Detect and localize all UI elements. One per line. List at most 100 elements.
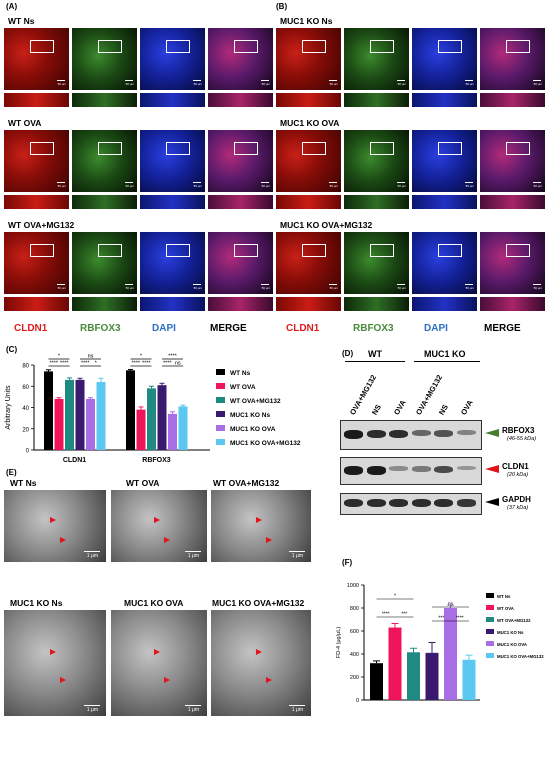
if-zoom-strip-muc1-ko-ova-merge — [480, 195, 545, 209]
c-legend-label-muc1-ko-ns: MUC1 KO Ns — [230, 412, 270, 419]
em-image-muc1-ko-ns: 1 μm — [4, 610, 106, 716]
blot-arrow-cldn1 — [485, 465, 499, 473]
em-group-title-wt-ova-mg132: WT OVA+MG132 — [213, 478, 280, 488]
blot-band-kda-gapdh: (37 kDa) — [507, 505, 529, 511]
c-legend-swatch-wt-ns — [216, 369, 225, 375]
if-image-muc1-ko-ova-mg132-rbfox3: 50 μm — [344, 232, 409, 294]
scale-bar — [329, 182, 337, 183]
zoom-region-box — [98, 142, 122, 155]
if-zoom-strip-muc1-ko-ova-dapi — [412, 195, 477, 209]
zoom-region-box — [98, 244, 122, 257]
c-category-label: CLDN1 — [63, 457, 86, 464]
channel-label-rbfox3-right: RBFOX3 — [353, 323, 394, 334]
c-significance-label: **** — [168, 354, 177, 360]
f-significance-label: *** — [401, 612, 407, 618]
scale-bar-label: 50 μm — [261, 82, 270, 86]
f-legend-swatch-wt-ova-mg132 — [486, 617, 494, 622]
em-red-arrow — [266, 536, 272, 543]
c-significance-label: **** — [142, 361, 151, 367]
c-y-axis-label: Arbitrary Units — [5, 385, 12, 430]
c-legend-swatch-muc1-ko-ova — [216, 425, 225, 431]
blot-band — [456, 499, 476, 507]
scale-bar-label: 50 μm — [125, 82, 134, 86]
blot-lane-label-3: OVA — [392, 398, 408, 417]
scale-bar-label: 50 μm — [329, 184, 338, 188]
em-image-muc1-ko-ova-mg132: 1 μm — [211, 610, 311, 716]
if-zoom-strip-muc1-ko-ova-mg132-dapi — [412, 297, 477, 311]
if-zoom-strip-wt-ns-rbfox3 — [72, 93, 137, 107]
scale-bar — [465, 80, 473, 81]
f-y-tick-label: 0 — [356, 698, 359, 704]
scale-bar — [125, 182, 133, 183]
f-y-tick-label: 1000 — [347, 583, 359, 589]
scale-bar — [261, 182, 269, 183]
f-y-tick-label: 600 — [350, 629, 359, 635]
if-image-wt-ns-dapi: 50 μm — [140, 28, 205, 90]
scale-bar-label: 50 μm — [193, 286, 202, 290]
scale-bar — [261, 284, 269, 285]
blot-lane-label-6: OVA — [459, 398, 475, 417]
em-scale-label: 1 μm — [86, 707, 98, 713]
blot-band — [344, 499, 363, 508]
f-legend-swatch-muc1-ko-ns — [486, 629, 494, 634]
f-y-tick-label: 800 — [350, 606, 359, 612]
if-zoom-strip-wt-ova-merge — [208, 195, 273, 209]
channel-label-cldn1-right: CLDN1 — [286, 323, 320, 334]
f-legend-swatch-wt-ova — [486, 605, 494, 610]
scale-bar-label: 50 μm — [465, 286, 474, 290]
zoom-region-box — [234, 244, 258, 257]
f-legend-label-wt-ova: WT OVA — [497, 606, 514, 611]
c-legend-swatch-muc1-ko-ns — [216, 411, 225, 417]
f-legend-swatch-muc1-ko-ova-mg132 — [486, 653, 494, 658]
c-bar-muc1-ko-ns-rbfox3 — [157, 385, 167, 450]
zoom-region-box — [302, 244, 326, 257]
blot-band-label-rbfox3: RBFOX3 — [502, 426, 535, 435]
c-bar-muc1-ko-ova-mg132-cldn1 — [96, 382, 106, 450]
panel-label-f: (F) — [342, 558, 353, 567]
blot-band — [411, 499, 431, 508]
c-legend-swatch-wt-ova — [216, 383, 225, 389]
blot-band — [411, 466, 431, 472]
f-significance-label: *** — [438, 616, 444, 622]
c-significance-label: **** — [131, 361, 140, 367]
if-image-wt-ova-dapi: 50 μm — [140, 130, 205, 192]
scale-bar — [57, 182, 65, 183]
blot-lane-label-2: NS — [370, 402, 384, 417]
if-image-muc1-ko-ova-mg132-dapi: 50 μm — [412, 232, 477, 294]
scale-bar — [261, 80, 269, 81]
scale-bar-label: 50 μm — [533, 286, 542, 290]
if-zoom-strip-muc1-ko-ova-rbfox3 — [344, 195, 409, 209]
f-legend-swatch-muc1-ko-ova — [486, 641, 494, 646]
em-red-arrow — [60, 536, 67, 543]
if-zoom-strip-muc1-ko-ns-dapi — [412, 93, 477, 107]
em-scale-label: 1 μm — [86, 553, 98, 559]
f-y-axis-label: FD-4 (μg/μL) — [336, 627, 342, 659]
if-group-title-muc1-ko-ns: MUC1 KO Ns — [280, 16, 333, 26]
zoom-region-box — [98, 40, 122, 53]
c-bar-muc1-ko-ova-mg132-rbfox3 — [178, 406, 188, 450]
if-image-wt-ns-merge: 50 μm — [208, 28, 273, 90]
zoom-region-box — [506, 244, 530, 257]
scale-bar-label: 50 μm — [397, 82, 406, 86]
em-red-arrow — [163, 536, 170, 543]
blot-band-kda-cldn1: (20 kDa) — [507, 472, 529, 478]
c-bar-wt-ns-cldn1 — [44, 371, 53, 450]
if-image-muc1-ko-ns-rbfox3: 50 μm — [344, 28, 409, 90]
zoom-region-box — [234, 40, 258, 53]
if-image-muc1-ko-ova-merge: 50 μm — [480, 130, 545, 192]
em-scale-label: 1 μm — [187, 553, 199, 559]
if-image-muc1-ko-ns-dapi: 50 μm — [412, 28, 477, 90]
zoom-region-box — [438, 142, 462, 155]
scale-bar-label: 50 μm — [57, 82, 66, 86]
scale-bar — [57, 284, 65, 285]
if-zoom-strip-wt-ova-dapi — [140, 195, 205, 209]
em-scale-bar — [84, 551, 100, 552]
if-zoom-strip-wt-ova-rbfox3 — [72, 195, 137, 209]
scale-bar — [125, 284, 133, 285]
c-significance-label: **** — [163, 361, 172, 367]
c-bar-muc1-ko-ova-cldn1 — [86, 399, 95, 450]
f-bar-wt-ova-mg132 — [407, 652, 420, 700]
scale-bar — [533, 80, 541, 81]
if-zoom-strip-muc1-ko-ns-cldn1 — [276, 93, 341, 107]
scale-bar-label: 50 μm — [397, 286, 406, 290]
